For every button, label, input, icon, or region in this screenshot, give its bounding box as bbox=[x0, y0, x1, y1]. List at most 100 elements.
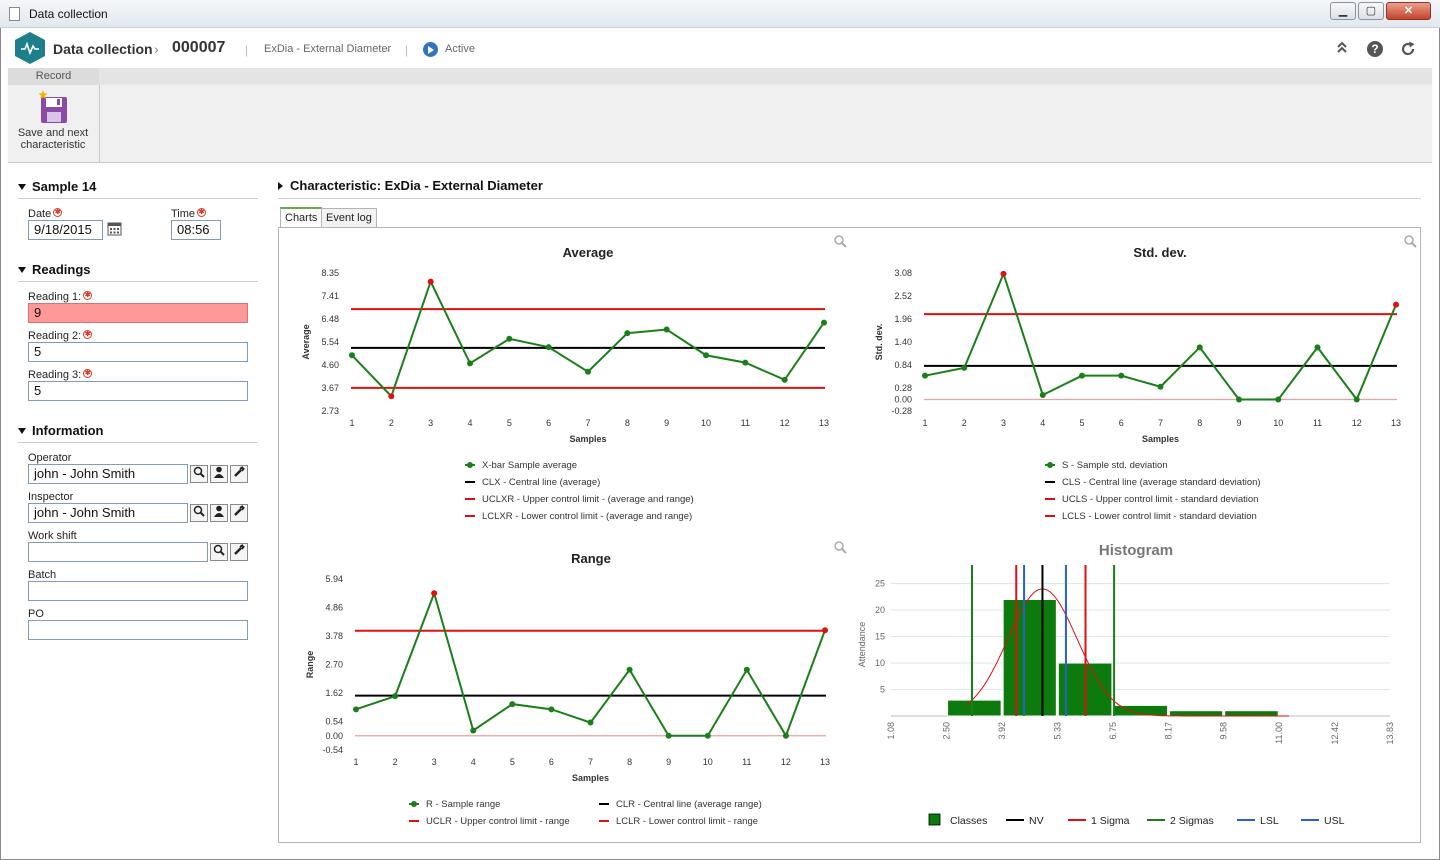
time-field[interactable]: 08:56 bbox=[171, 220, 221, 240]
inspector-field[interactable]: john - John Smith bbox=[28, 503, 188, 523]
chart-title: Histogram bbox=[1099, 542, 1173, 559]
x-tick-label: 9.58 bbox=[1219, 722, 1229, 740]
series-line bbox=[351, 278, 825, 399]
y-tick-label: 0.00 bbox=[325, 731, 343, 741]
characteristic-panel: Characteristic: ExDia - External Diamete… bbox=[278, 163, 1432, 853]
characteristic-title[interactable]: Characteristic: ExDia - External Diamete… bbox=[278, 178, 543, 193]
minimize-button[interactable]: ▁ bbox=[1330, 2, 1356, 20]
data-point bbox=[742, 359, 749, 366]
data-point bbox=[349, 352, 355, 359]
date-field[interactable]: 9/18/2015 bbox=[28, 220, 103, 240]
collapse-icon[interactable] bbox=[1333, 40, 1351, 58]
clear-eraser-icon[interactable] bbox=[230, 543, 248, 561]
refresh-icon[interactable] bbox=[1399, 40, 1417, 58]
collapse-triangle-icon bbox=[18, 183, 26, 190]
reading-3-label-text: Reading 3: bbox=[28, 369, 82, 381]
title-bar: Data collection ▁ ▢ ✕ bbox=[0, 0, 1440, 28]
reading-3-field[interactable]: 5 bbox=[28, 381, 248, 401]
legend-marker bbox=[411, 801, 417, 807]
x-tick-label: 8.17 bbox=[1163, 722, 1173, 740]
x-tick-label: 2 bbox=[389, 418, 394, 428]
collapse-triangle-icon bbox=[18, 266, 26, 273]
data-point bbox=[587, 719, 594, 726]
required-icon: ✱ bbox=[83, 369, 93, 378]
app-header: Data collection › 000007 | ExDia - Exter… bbox=[8, 30, 1432, 68]
x-tick-label: 5 bbox=[1079, 418, 1084, 428]
zoom-icon[interactable] bbox=[834, 541, 847, 554]
section-divider bbox=[278, 198, 1421, 199]
x-tick-label: 13 bbox=[1391, 418, 1401, 428]
x-tick-label: 9 bbox=[664, 418, 669, 428]
maximize-button[interactable]: ▢ bbox=[1358, 2, 1384, 20]
breadcrumb-module[interactable]: Data collection bbox=[53, 41, 153, 57]
legend-label: LCLXR - Lower control limit - (average a… bbox=[482, 511, 692, 522]
search-icon[interactable] bbox=[210, 543, 228, 561]
save-label-line2: characteristic bbox=[20, 139, 86, 151]
data-point bbox=[922, 372, 928, 379]
chart-title: Range bbox=[571, 551, 611, 566]
user-icon[interactable] bbox=[210, 465, 228, 483]
x-tick-label: 10 bbox=[701, 418, 711, 428]
charts-container: Average 8.35 7.41 6.48 5.54 4.60 3.67 2.73 1 2 3 4 5… bbox=[278, 227, 1421, 843]
calendar-icon[interactable] bbox=[105, 221, 123, 239]
search-icon[interactable] bbox=[190, 504, 208, 522]
user-icon[interactable] bbox=[210, 504, 228, 522]
x-tick-label: 8 bbox=[1197, 418, 1202, 428]
clear-eraser-icon[interactable] bbox=[230, 504, 248, 522]
data-point bbox=[392, 693, 399, 700]
y-axis-label: Average bbox=[301, 324, 311, 359]
section-readings[interactable]: Readings bbox=[18, 262, 91, 277]
legend-label: R - Sample range bbox=[426, 799, 500, 810]
x-tick-label: 3 bbox=[432, 757, 437, 767]
chart-title: Average bbox=[563, 245, 614, 260]
series-line bbox=[924, 270, 1397, 402]
help-icon[interactable]: ? bbox=[1367, 41, 1383, 57]
x-tick-label: 1 bbox=[353, 757, 358, 767]
clear-eraser-icon[interactable] bbox=[230, 465, 248, 483]
zoom-icon-lens bbox=[1404, 235, 1414, 245]
search-icon[interactable] bbox=[190, 465, 208, 483]
close-button[interactable]: ✕ bbox=[1386, 2, 1431, 20]
legend-label: X-bar Sample average bbox=[482, 460, 577, 471]
document-icon bbox=[9, 7, 20, 21]
legend-label: NV bbox=[1029, 815, 1044, 827]
zoom-icon[interactable] bbox=[834, 235, 847, 248]
time-label: Time ✱ bbox=[171, 208, 207, 220]
histogram-bar bbox=[1002, 598, 1057, 717]
tab-event-log[interactable]: Event log bbox=[321, 208, 377, 228]
zoom-icon-lens bbox=[834, 235, 844, 245]
tab-charts[interactable]: Charts bbox=[280, 207, 323, 228]
data-point bbox=[470, 727, 477, 734]
po-field[interactable] bbox=[28, 620, 248, 640]
operator-field[interactable]: john - John Smith bbox=[28, 464, 188, 484]
reading-2-field[interactable]: 5 bbox=[28, 342, 248, 362]
normal-distribution-curve bbox=[965, 588, 1289, 717]
zoom-icon-handle bbox=[841, 242, 847, 248]
x-tick-label: 3 bbox=[1001, 418, 1006, 428]
required-icon: ✱ bbox=[197, 208, 207, 217]
y-tick-label: 2.73 bbox=[321, 406, 339, 416]
reading-1-field[interactable]: 9 bbox=[28, 303, 248, 323]
y-tick-label: 25 bbox=[875, 579, 885, 589]
reading-2-label: Reading 2: ✱ bbox=[28, 330, 93, 342]
save-and-next-button[interactable]: Save and next characteristic bbox=[8, 88, 98, 158]
legend-label: 2 Sigmas bbox=[1170, 815, 1214, 827]
x-tick-label: 2 bbox=[962, 418, 967, 428]
y-tick-label: -0.28 bbox=[891, 406, 912, 416]
legend-label: USL bbox=[1324, 815, 1345, 827]
x-tick-label: 12 bbox=[780, 418, 790, 428]
batch-field[interactable] bbox=[28, 581, 248, 601]
data-point bbox=[388, 393, 395, 400]
y-tick-label: 6.48 bbox=[321, 314, 339, 324]
x-tick-label: 2.50 bbox=[942, 722, 952, 740]
section-sample[interactable]: Sample 14 bbox=[18, 179, 96, 194]
section-information[interactable]: Information bbox=[18, 423, 104, 438]
required-icon: ✱ bbox=[83, 330, 93, 339]
data-point bbox=[1039, 391, 1046, 398]
data-point bbox=[704, 732, 711, 739]
ribbon-header-strip bbox=[99, 68, 1432, 85]
legend-label: UCLR - Upper control limit - range bbox=[426, 816, 570, 827]
workshift-field[interactable] bbox=[28, 542, 208, 562]
zoom-icon[interactable] bbox=[1404, 235, 1417, 248]
